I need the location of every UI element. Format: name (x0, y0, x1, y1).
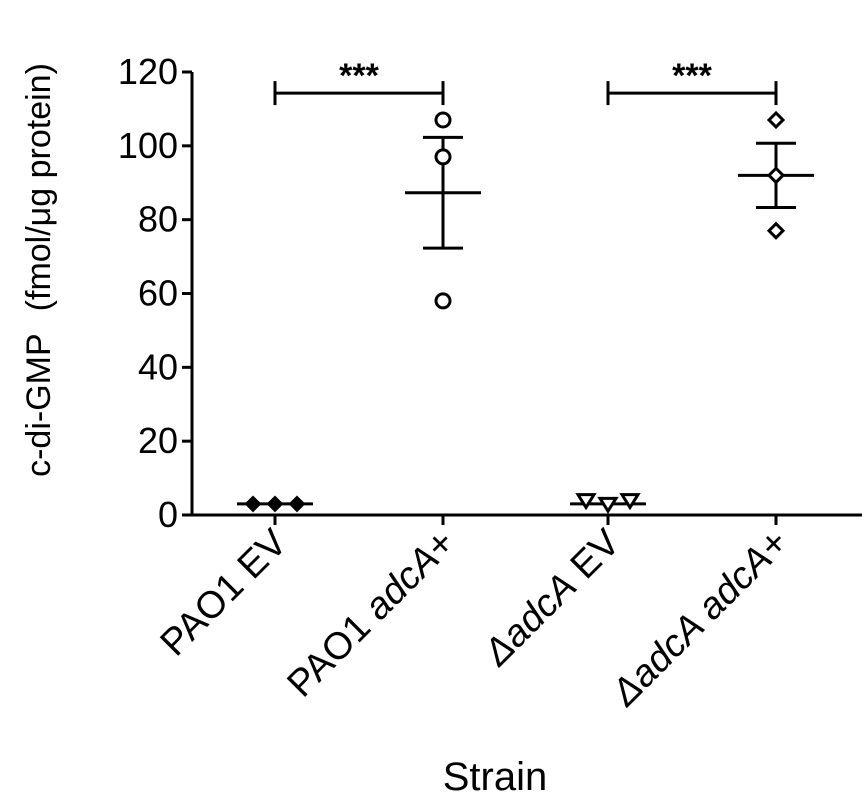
x-tick-label: PAO1 EV (153, 521, 296, 664)
data-point (619, 493, 641, 511)
y-axis-title-unit: (fmol/μg protein) (20, 63, 58, 311)
significance-bracket: *** (606, 57, 778, 106)
y-axis-title: c-di-GMP (fmol/μg protein) (20, 63, 58, 477)
series-3 (570, 493, 646, 514)
x-tick-label-part: PAO1 (280, 599, 387, 706)
x-tick-label: ΔadcA adcA+ (603, 522, 796, 715)
data-marks (237, 110, 814, 514)
y-tick-label: 60 (138, 273, 178, 314)
significance-brackets: *** *** (273, 57, 778, 106)
y-axis: 0 20 40 60 80 100 120 (118, 51, 194, 535)
data-point (434, 148, 452, 166)
series-4 (738, 110, 814, 240)
x-tick-label: PAO1 adcA+ (280, 522, 464, 706)
data-point (597, 496, 619, 514)
y-tick-label: 80 (138, 199, 178, 240)
data-point (766, 166, 786, 185)
y-tick-label: 100 (118, 125, 178, 166)
y-axis-title-main: c-di-GMP (20, 333, 58, 477)
significance-label: *** (339, 57, 379, 95)
data-point (766, 221, 786, 240)
series-1 (237, 495, 313, 513)
significance-bracket: *** (273, 57, 445, 106)
x-tick-label: ΔadcA EV (475, 521, 628, 674)
data-point (766, 110, 786, 130)
data-point (266, 495, 284, 513)
data-point (288, 495, 306, 513)
data-point (434, 292, 452, 310)
x-tick-label-part: PAO1 EV (153, 521, 296, 664)
data-point (434, 111, 452, 129)
data-point (575, 493, 597, 511)
y-tick-label: 20 (138, 420, 178, 461)
data-point (244, 495, 262, 513)
x-tick-label-part: adcA+ (682, 522, 796, 636)
significance-label: *** (672, 57, 712, 95)
y-tick-label: 120 (118, 51, 178, 92)
x-axis-title: Strain (443, 755, 548, 799)
series-2 (405, 111, 481, 310)
y-tick-label: 0 (158, 494, 178, 535)
y-tick-label: 40 (138, 346, 178, 387)
